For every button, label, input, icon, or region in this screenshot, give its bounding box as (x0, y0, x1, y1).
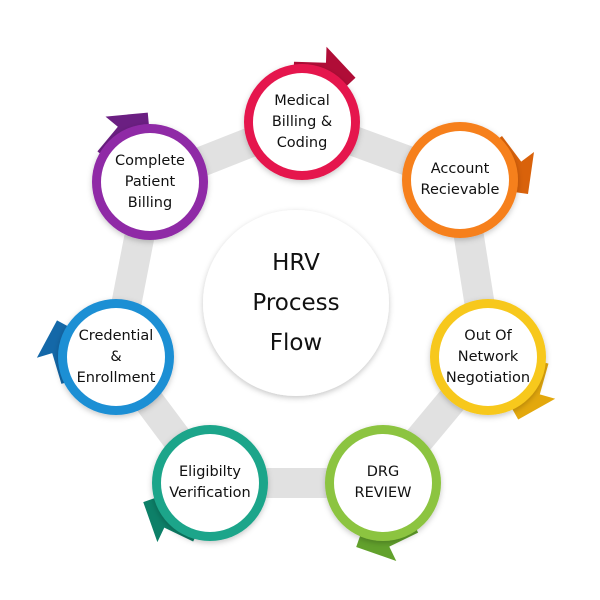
step-disk (334, 434, 432, 532)
process-step-credential-enrollment (36, 299, 174, 415)
center-title: HRV Process Flow (252, 250, 340, 356)
center-circle (203, 210, 389, 396)
process-step-medical-billing-coding (244, 46, 360, 180)
step-disk (253, 73, 351, 171)
process-step-drg-review (325, 425, 441, 562)
step-disk (101, 133, 199, 231)
step-disk (411, 131, 509, 229)
process-step-account-recievable (402, 122, 535, 238)
step-disk (67, 308, 165, 406)
step-disk (439, 308, 537, 406)
process-step-eligibilty-verification (143, 425, 268, 543)
process-step-complete-patient-billing (92, 112, 208, 240)
step-disk (161, 434, 259, 532)
process-step-out-of-network-negotiation (430, 299, 556, 420)
